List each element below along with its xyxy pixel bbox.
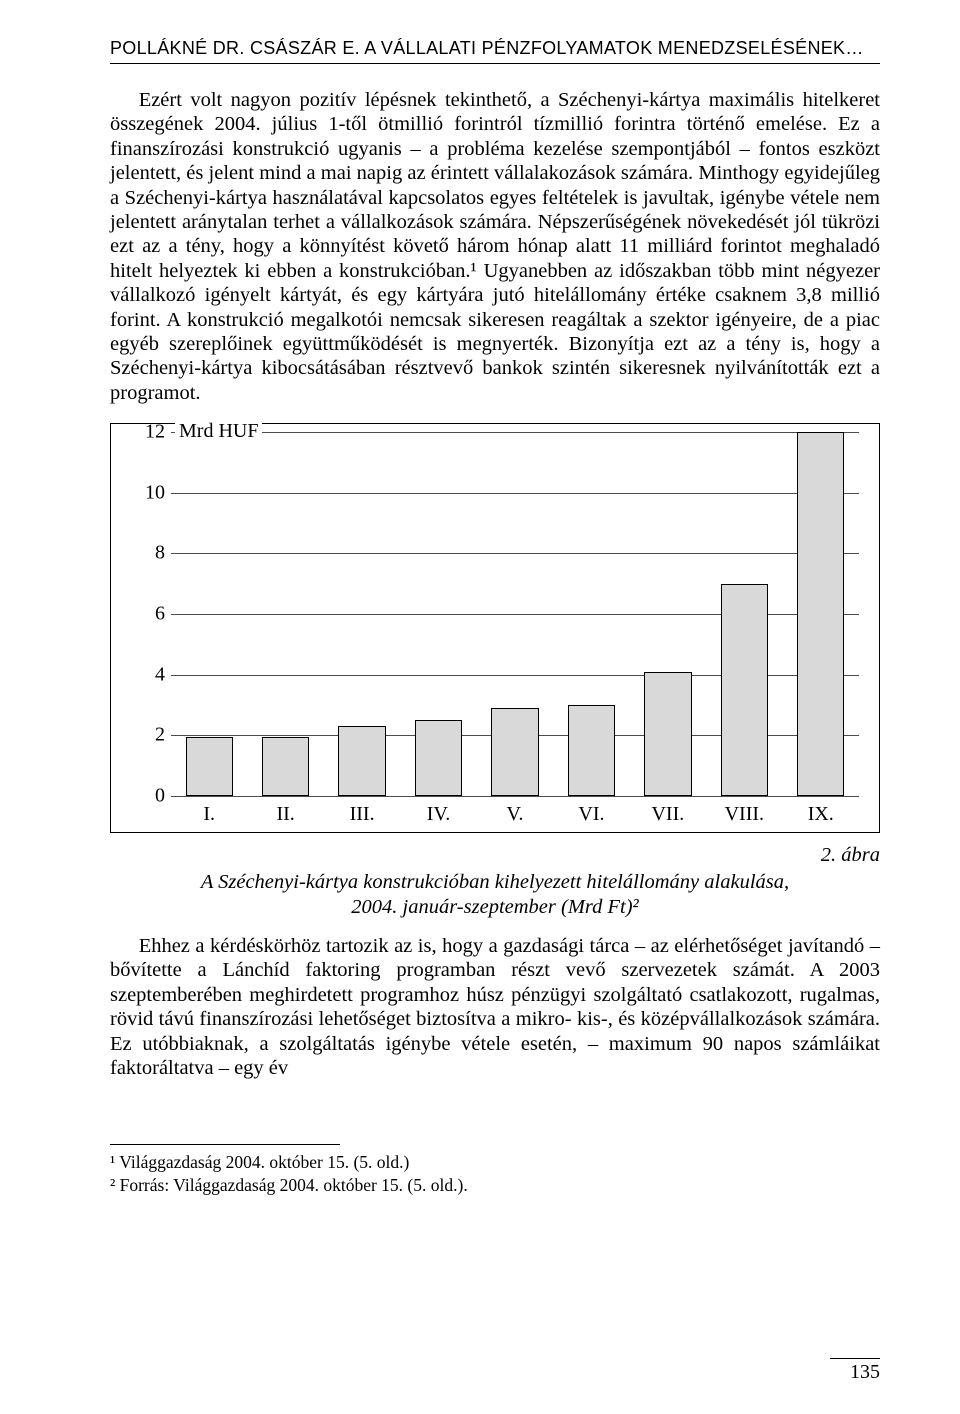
- chart-x-tick-label: VII.: [630, 803, 706, 826]
- chart-x-tick-label: II.: [247, 803, 323, 826]
- chart-y-tick-label: 2: [129, 724, 165, 747]
- chart-x-tick-label: IX.: [783, 803, 859, 826]
- chart-y-tick-label: 4: [129, 663, 165, 686]
- body-paragraph-2: Ehhez a kérdéskörhöz tartozik az is, hog…: [110, 934, 880, 1080]
- chart-x-tick-label: VIII.: [706, 803, 782, 826]
- chart-x-tick-label: VI.: [553, 803, 629, 826]
- chart-y-tick-label: 0: [129, 785, 165, 808]
- chart-y-tick-label: 12: [129, 421, 165, 444]
- footnote-1: ¹ Világgazdaság 2004. október 15. (5. ol…: [110, 1151, 880, 1174]
- chart-y-tick-label: 8: [129, 542, 165, 565]
- chart-x-tick-label: III.: [324, 803, 400, 826]
- chart-baseline: [171, 796, 859, 797]
- figure-caption-line2: 2004. január-szeptember (Mrd Ft)²: [351, 896, 638, 918]
- bar-chart: 024681012 I.II.III.IV.V.VI.VII.VIII.IX. …: [110, 423, 880, 833]
- page-number: 135: [830, 1358, 880, 1384]
- figure-number: 2. ábra: [110, 843, 880, 868]
- chart-y-tick-label: 10: [129, 481, 165, 504]
- figure-caption-line1: A Széchenyi-kártya konstrukcióban kihely…: [201, 871, 789, 893]
- chart-x-tick-label: V.: [477, 803, 553, 826]
- body-paragraph-1: Ezért volt nagyon pozitív lépésnek tekin…: [110, 88, 880, 405]
- footnote-2: ² Forrás: Világgazdaság 2004. október 15…: [110, 1174, 880, 1197]
- chart-y-tick-label: 6: [129, 603, 165, 626]
- footnote-rule: [110, 1144, 340, 1145]
- chart-unit-label: Mrd HUF: [175, 420, 262, 443]
- running-head: POLLÁKNÉ DR. CSÁSZÁR E. A VÁLLALATI PÉNZ…: [110, 38, 880, 64]
- chart-x-tick-label: IV.: [400, 803, 476, 826]
- figure-caption: 2. ábra A Széchenyi-kártya konstrukcióba…: [110, 843, 880, 920]
- chart-x-tick-label: I.: [171, 803, 247, 826]
